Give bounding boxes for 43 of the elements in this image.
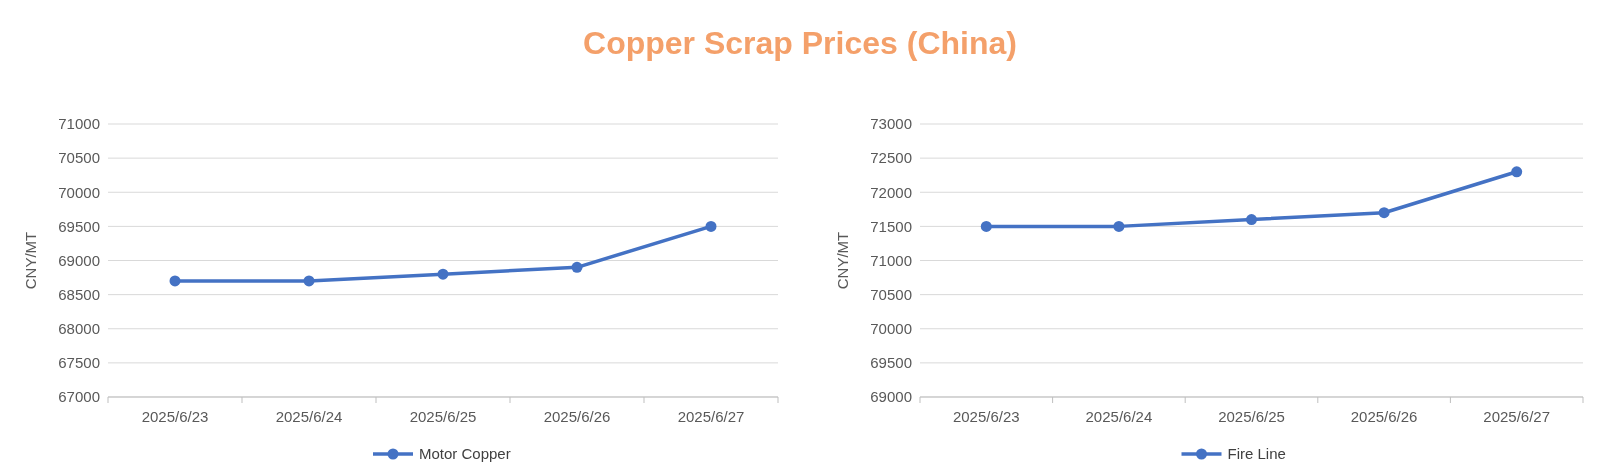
- y-tick-label: 68500: [58, 285, 100, 303]
- y-tick-label: 72500: [870, 149, 912, 167]
- point: [571, 261, 583, 273]
- y-tick-label: 68000: [58, 320, 100, 337]
- legend-label: Fire Line: [1227, 445, 1286, 463]
- point: [437, 268, 449, 280]
- x-tick-label: 2025/6/23: [952, 408, 1020, 425]
- chart-title: Copper Scrap Prices (China): [583, 25, 1017, 61]
- y-tick-label: 67000: [58, 388, 100, 406]
- y-tick-label: 70500: [58, 149, 100, 167]
- x-tick-label: 2025/6/24: [275, 408, 343, 425]
- y-axis-title: CNY/MT: [22, 231, 39, 290]
- x-tick-label: 2025/6/26: [543, 408, 611, 425]
- point: [980, 220, 992, 232]
- y-tick-label: 71000: [58, 115, 100, 133]
- y-tick-label: 70500: [870, 285, 912, 303]
- x-tick-label: 2025/6/23: [141, 408, 209, 425]
- y-tick-label: 72000: [870, 183, 912, 201]
- x-tick-label: 2025/6/27: [1483, 408, 1551, 425]
- x-tick-label: 2025/6/25: [1218, 408, 1285, 425]
- y-tick-label: 67500: [58, 354, 100, 372]
- y-tick-label: 69500: [870, 354, 912, 372]
- y-tick-label: 73000: [870, 115, 912, 133]
- y-tick-label: 69000: [870, 388, 912, 406]
- y-axis-title: CNY/MT: [834, 231, 851, 290]
- y-tick-label: 70000: [870, 320, 912, 337]
- y-tick-label: 71000: [870, 251, 912, 269]
- y-tick-label: 71500: [870, 217, 912, 235]
- point: [705, 220, 717, 232]
- x-tick-label: 2025/6/26: [1350, 408, 1418, 425]
- point: [1378, 207, 1390, 219]
- legend-label: Motor Copper: [419, 445, 511, 463]
- point: [1113, 220, 1125, 232]
- point: [303, 275, 315, 287]
- x-tick-label: 2025/6/27: [677, 408, 745, 425]
- y-tick-label: 69000: [58, 251, 100, 269]
- point: [1511, 166, 1523, 178]
- x-tick-label: 2025/6/24: [1085, 408, 1153, 425]
- point: [1246, 214, 1257, 226]
- point: [169, 275, 181, 287]
- y-tick-label: 70000: [58, 183, 100, 201]
- y-tick-label: 69500: [58, 217, 100, 235]
- x-tick-label: 2025/6/25: [409, 408, 477, 425]
